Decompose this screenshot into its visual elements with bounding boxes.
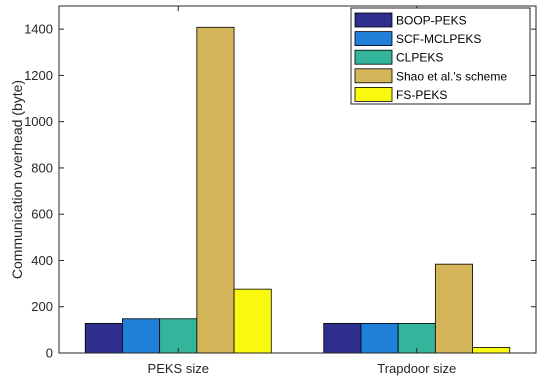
plot-frame	[58, 5, 537, 354]
y-tick-label: 1200	[24, 68, 53, 83]
y-tick-label: 1000	[24, 114, 53, 129]
bar-fs-peks-0	[233, 288, 272, 354]
legend-label-scf-mclpeks: SCF-MCLPEKS	[396, 32, 481, 46]
y-axis-title: Communication overhead (byte)	[9, 80, 25, 279]
x-tick-label: PEKS size	[148, 361, 209, 376]
bar-scf-mclpeks-1	[360, 322, 399, 354]
y-tick-label: 0	[46, 346, 53, 361]
legend-label-clpeks: CLPEKS	[396, 51, 443, 65]
legend-label-fs-peks: FS-PEKS	[396, 88, 447, 102]
x-tick-label: Trapdoor size	[377, 361, 456, 376]
bar-shao-et-al-s-scheme-0	[196, 26, 235, 354]
legend-label-shao-et-al-s-scheme: Shao et al.'s scheme	[396, 69, 507, 83]
bar-boop-peks-1	[323, 322, 362, 354]
y-tick-label: 1400	[24, 22, 53, 37]
bar-shao-et-al-s-scheme-1	[434, 263, 473, 354]
bar-boop-peks-0	[84, 322, 123, 354]
bar-scf-mclpeks-0	[122, 318, 161, 354]
y-tick-label: 600	[31, 207, 53, 222]
legend-label-boop-peks: BOOP-PEKS	[396, 14, 467, 28]
legend-swatch-shao-et-al-s-scheme	[354, 68, 393, 84]
legend-swatch-scf-mclpeks	[354, 31, 393, 47]
legend-swatch-boop-peks	[354, 12, 393, 28]
legend-swatch-fs-peks	[354, 87, 393, 102]
y-tick-label: 200	[31, 299, 53, 314]
y-tick-label: 800	[31, 160, 53, 175]
bar-fs-peks-1	[472, 347, 511, 354]
legend-swatch-clpeks	[354, 49, 393, 65]
bar-clpeks-0	[159, 318, 198, 354]
y-tick-label: 400	[31, 253, 53, 268]
